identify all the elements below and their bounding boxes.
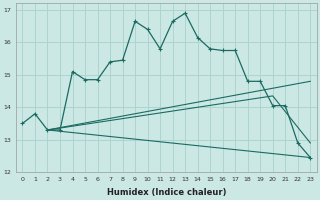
X-axis label: Humidex (Indice chaleur): Humidex (Indice chaleur): [107, 188, 226, 197]
